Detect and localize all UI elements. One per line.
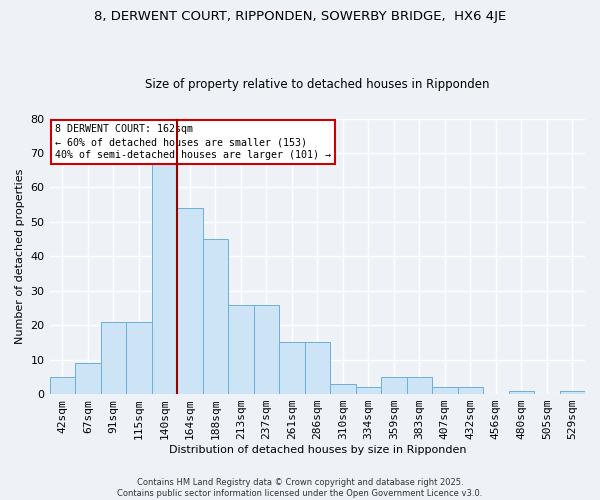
Bar <box>203 239 228 394</box>
Bar <box>407 377 432 394</box>
Y-axis label: Number of detached properties: Number of detached properties <box>15 168 25 344</box>
Bar <box>509 390 534 394</box>
Text: 8 DERWENT COURT: 162sqm
← 60% of detached houses are smaller (153)
40% of semi-d: 8 DERWENT COURT: 162sqm ← 60% of detache… <box>55 124 331 160</box>
Bar <box>177 208 203 394</box>
Bar <box>101 322 126 394</box>
Bar <box>305 342 330 394</box>
Bar <box>432 387 458 394</box>
Bar <box>458 387 483 394</box>
Bar <box>228 304 254 394</box>
Bar <box>381 377 407 394</box>
Bar <box>254 304 279 394</box>
Text: 8, DERWENT COURT, RIPPONDEN, SOWERBY BRIDGE,  HX6 4JE: 8, DERWENT COURT, RIPPONDEN, SOWERBY BRI… <box>94 10 506 23</box>
X-axis label: Distribution of detached houses by size in Ripponden: Distribution of detached houses by size … <box>169 445 466 455</box>
Bar <box>279 342 305 394</box>
Bar <box>330 384 356 394</box>
Bar <box>50 377 75 394</box>
Text: Contains HM Land Registry data © Crown copyright and database right 2025.
Contai: Contains HM Land Registry data © Crown c… <box>118 478 482 498</box>
Bar <box>75 363 101 394</box>
Bar <box>356 387 381 394</box>
Bar <box>126 322 152 394</box>
Bar <box>152 164 177 394</box>
Bar <box>560 390 585 394</box>
Title: Size of property relative to detached houses in Ripponden: Size of property relative to detached ho… <box>145 78 490 91</box>
